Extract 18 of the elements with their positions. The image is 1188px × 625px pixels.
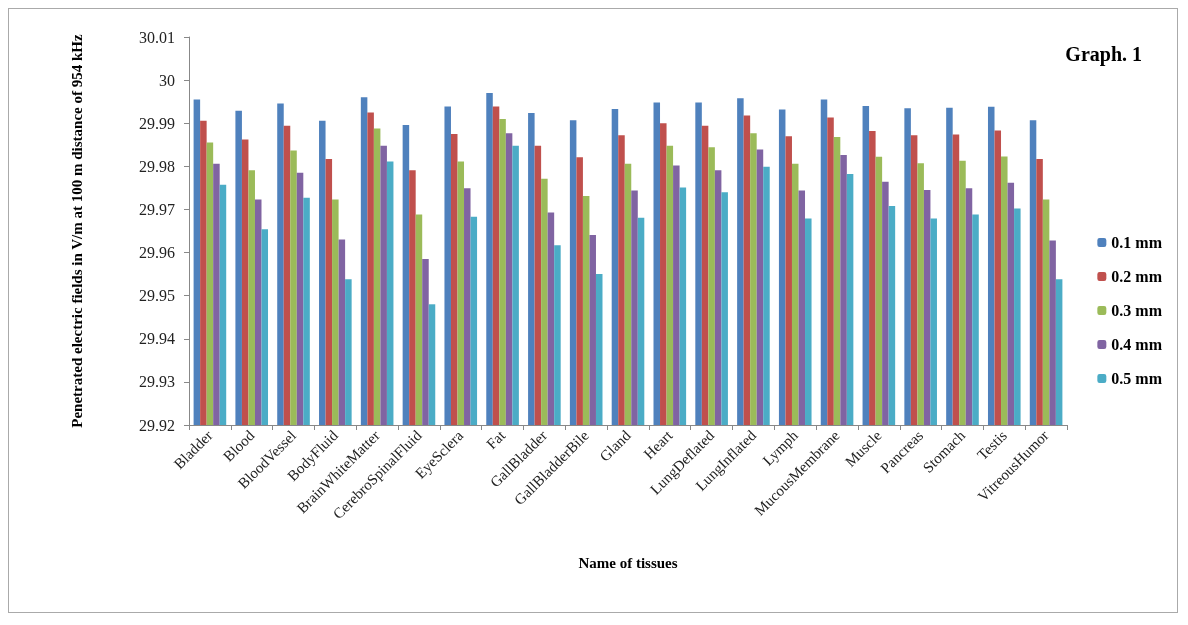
y-tick-label: 30.01: [139, 28, 175, 46]
y-tick-label: 29.99: [139, 114, 175, 132]
legend-label: 0.2 mm: [1111, 268, 1163, 285]
x-axis-title: Name of tissues: [578, 554, 678, 571]
y-tick-label: 29.93: [139, 373, 175, 391]
legend-label: 0.3 mm: [1111, 302, 1163, 319]
legend-label: 0.4 mm: [1111, 336, 1163, 353]
y-tick-label: 30: [159, 71, 175, 89]
y-axis-title: Penetrated electric fields in V/m at 100 m distance of 954 kHz: [68, 33, 85, 428]
y-tick-label: 29.97: [139, 200, 175, 218]
y-tick-label: 29.94: [139, 330, 175, 348]
legend-label: 0.5 mm: [1111, 370, 1163, 387]
y-tick-label: 29.95: [139, 287, 175, 305]
y-tick-label: 29.92: [139, 416, 175, 434]
y-tick-label: 29.96: [139, 244, 175, 262]
chart-title: Graph. 1: [1065, 43, 1143, 66]
legend-label: 0.1 mm: [1111, 234, 1163, 251]
y-tick-label: 29.98: [139, 157, 175, 175]
